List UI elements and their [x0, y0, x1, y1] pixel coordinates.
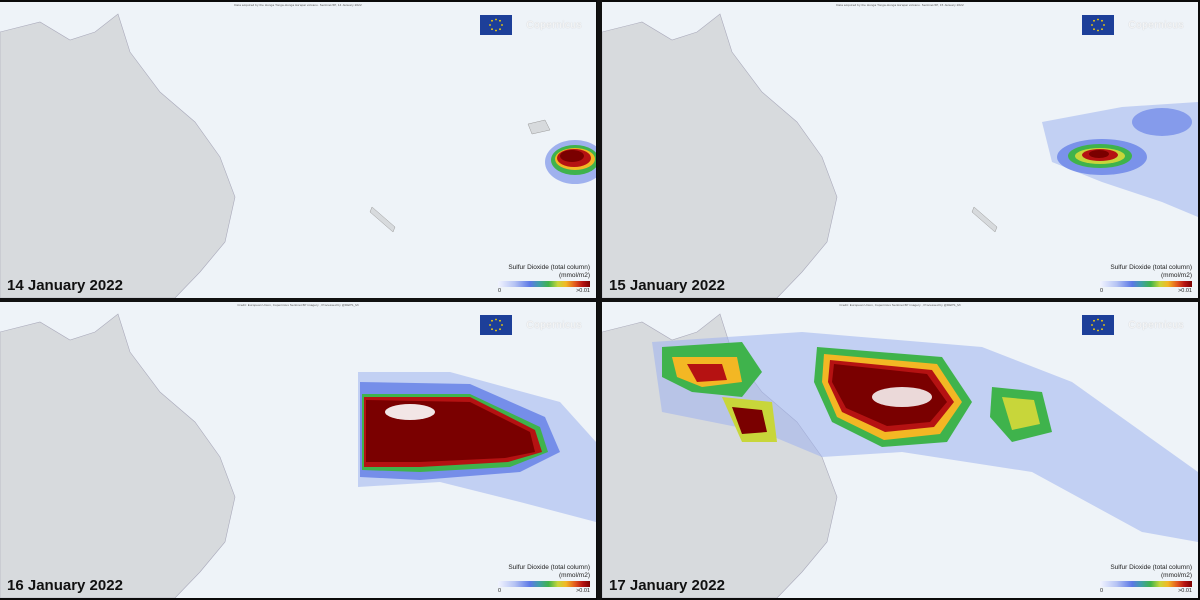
legend-max: >0.01: [1178, 288, 1192, 294]
legend-title: Sulfur Dioxide (total column): [1110, 564, 1192, 572]
legend-max: >0.01: [576, 288, 590, 294]
map-canvas: [602, 302, 1198, 598]
copernicus-logo: Copernicus: [526, 20, 582, 31]
new-caledonia: [971, 206, 998, 233]
legend-max: >0.01: [1178, 588, 1192, 594]
panel-date: 17 January 2022: [609, 577, 725, 594]
map-panel-day4: Credit: European Union, Copernicus Senti…: [602, 302, 1198, 598]
map-canvas: [0, 302, 596, 598]
credit-text: Data acquired by the Hunga Tonga-Hunga H…: [836, 3, 964, 7]
eu-flag-icon: [1082, 15, 1114, 35]
panel-date: 16 January 2022: [7, 577, 123, 594]
australia-landmass: [0, 313, 236, 598]
legend-colorbar: [1100, 581, 1192, 587]
map-panel-day1: Data acquired by the Hunga Tonga-Hunga H…: [0, 2, 596, 298]
legend-min: 0: [498, 288, 502, 294]
copernicus-logo: Copernicus: [1128, 20, 1184, 31]
so2-legend: Sulfur Dioxide (total column) (mmol/m2) …: [1100, 264, 1192, 294]
legend-colorbar: [498, 281, 590, 287]
eu-flag-icon: [480, 315, 512, 335]
so2-plume: [1042, 102, 1198, 217]
copernicus-logo: Copernicus: [1128, 320, 1184, 331]
australia-landmass: [602, 13, 838, 298]
legend-title: Sulfur Dioxide (total column): [508, 564, 590, 572]
credit-text: Credit: European Union, Copernicus Senti…: [839, 303, 961, 307]
map-panel-day2: Data acquired by the Hunga Tonga-Hunga H…: [602, 2, 1198, 298]
legend-title: Sulfur Dioxide (total column): [1110, 264, 1192, 272]
so2-legend: Sulfur Dioxide (total column) (mmol/m2) …: [498, 564, 590, 594]
so2-legend: Sulfur Dioxide (total column) (mmol/m2) …: [1100, 564, 1192, 594]
legend-min: 0: [498, 588, 502, 594]
eu-flag-icon: [1082, 315, 1114, 335]
map-panel-day3: Credit: European Union, Copernicus Senti…: [0, 302, 596, 598]
legend-units: (mmol/m2): [1160, 271, 1192, 279]
legend-min: 0: [1100, 288, 1104, 294]
so2-legend: Sulfur Dioxide (total column) (mmol/m2) …: [498, 264, 590, 294]
legend-units: (mmol/m2): [558, 271, 590, 279]
legend-title: Sulfur Dioxide (total column): [508, 264, 590, 272]
legend-colorbar: [498, 581, 590, 587]
legend-units: (mmol/m2): [1160, 571, 1192, 579]
legend-max: >0.01: [576, 588, 590, 594]
panel-date: 15 January 2022: [609, 277, 725, 294]
copernicus-logo: Copernicus: [526, 320, 582, 331]
panel-date: 14 January 2022: [7, 277, 123, 294]
so2-plume: [652, 332, 1198, 542]
legend-min: 0: [1100, 588, 1104, 594]
credit-text: Data acquired by the Hunga Tonga-Hunga H…: [234, 3, 362, 7]
credit-text: Credit: European Union, Copernicus Senti…: [237, 303, 359, 307]
map-canvas: [0, 2, 596, 298]
so2-plume: [545, 140, 596, 184]
legend-units: (mmol/m2): [558, 571, 590, 579]
australia-landmass: [0, 13, 236, 298]
legend-colorbar: [1100, 281, 1192, 287]
fiji-islands: [527, 119, 551, 135]
panel-divider-vertical: [597, 0, 602, 600]
eu-flag-icon: [480, 15, 512, 35]
new-caledonia: [369, 206, 396, 233]
so2-plume: [358, 372, 596, 522]
map-canvas: [602, 2, 1198, 298]
